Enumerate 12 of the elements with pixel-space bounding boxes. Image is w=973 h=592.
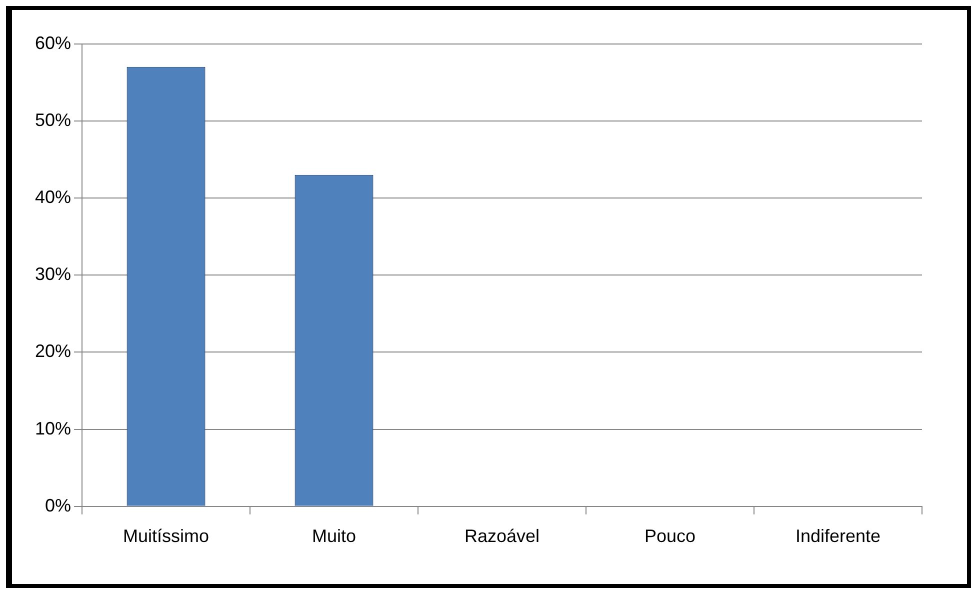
y-tick-label: 20% xyxy=(34,341,72,362)
y-tick-label: 50% xyxy=(34,110,72,130)
x-tick-label: Pouco xyxy=(644,526,696,546)
y-tick-label: 40% xyxy=(34,186,72,207)
y-tick-label: 0% xyxy=(45,495,72,516)
x-tick-label: Muito xyxy=(312,526,356,546)
y-tick-label: 10% xyxy=(34,418,72,438)
y-tick-label: 60% xyxy=(34,32,72,53)
x-tick-label: Razoável xyxy=(464,526,540,546)
x-tick-label: Indiferente xyxy=(795,526,881,546)
y-tick-label: 30% xyxy=(34,264,72,284)
x-tick-label: Muitíssimo xyxy=(123,526,210,546)
